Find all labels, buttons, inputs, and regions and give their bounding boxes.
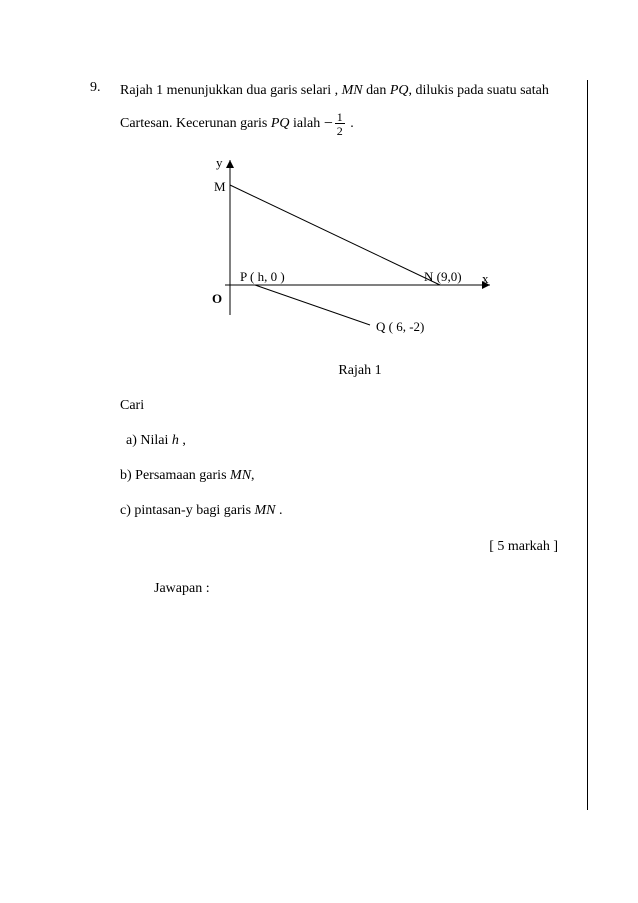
- text: ,: [251, 468, 255, 483]
- var-pq: PQ: [271, 116, 290, 131]
- denominator: 2: [335, 124, 345, 137]
- part-b: b) Persamaan garis MN,: [120, 465, 578, 486]
- text: ialah: [290, 116, 324, 131]
- text: Rajah 1 menunjukkan dua garis selari ,: [120, 83, 342, 98]
- marks: [ 5 markah ]: [120, 539, 578, 555]
- question-block: 9. Rajah 1 menunjukkan dua garis selari …: [90, 80, 578, 597]
- label-Q: Q ( 6, -2): [376, 319, 424, 335]
- question-line-1: Rajah 1 menunjukkan dua garis selari , M…: [120, 80, 578, 101]
- label-N: N (9,0): [424, 269, 462, 285]
- right-margin-rule: [587, 80, 588, 810]
- fraction: 12: [335, 111, 345, 137]
- text: c) pintasan-y bagi garis: [120, 503, 255, 518]
- diagram: y M P ( h, 0 ) N (9,0) x O Q ( 6, -2): [210, 155, 510, 355]
- var-mn: MN: [230, 468, 251, 483]
- minus-sign: −: [324, 115, 333, 132]
- find-label: Cari: [120, 395, 578, 416]
- label-P: P ( h, 0 ): [240, 269, 285, 285]
- part-c: c) pintasan-y bagi garis MN .: [120, 500, 578, 521]
- diagram-caption: Rajah 1: [210, 363, 510, 379]
- text: b) Persamaan garis: [120, 468, 230, 483]
- numerator: 1: [335, 111, 345, 124]
- var-mn: MN: [342, 83, 363, 98]
- text: ,: [179, 433, 186, 448]
- part-a: a) Nilai h ,: [126, 430, 578, 451]
- text: .: [276, 503, 283, 518]
- var-pq: PQ: [390, 83, 409, 98]
- diagram-svg: [210, 155, 510, 355]
- text: Cartesan. Kecerunan garis: [120, 116, 271, 131]
- answer-label: Jawapan :: [154, 581, 578, 597]
- label-x: x: [482, 271, 489, 287]
- text: dan: [363, 83, 390, 98]
- question-line-2: Cartesan. Kecerunan garis PQ ialah −12 .: [120, 111, 578, 137]
- page: 9. Rajah 1 menunjukkan dua garis selari …: [0, 0, 638, 903]
- question-body: Rajah 1 menunjukkan dua garis selari , M…: [120, 80, 578, 597]
- text: .: [347, 116, 354, 131]
- label-y: y: [216, 155, 223, 171]
- question-number: 9.: [90, 80, 110, 96]
- label-O: O: [212, 291, 222, 307]
- text: a) Nilai: [126, 433, 172, 448]
- var-mn: MN: [255, 503, 276, 518]
- label-M: M: [214, 179, 226, 195]
- var-h: h: [172, 433, 179, 448]
- text: , dilukis pada suatu satah: [409, 83, 549, 98]
